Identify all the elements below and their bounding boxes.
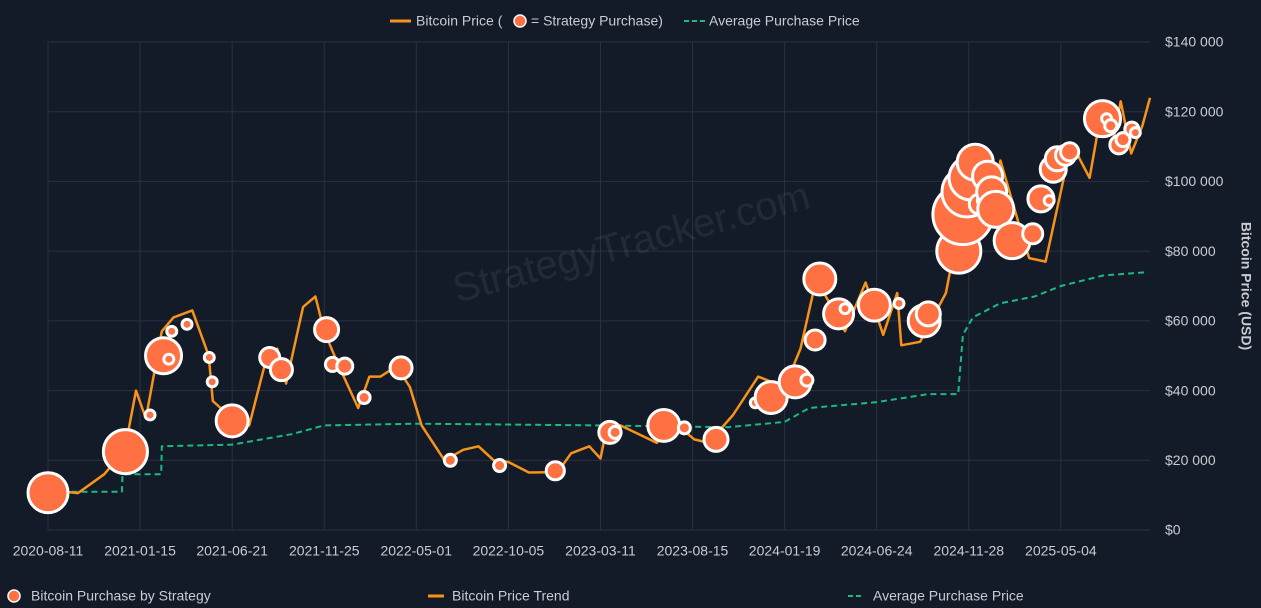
purchase-bubble bbox=[162, 352, 176, 366]
purchase-bubble bbox=[753, 380, 789, 416]
purchase-bubble bbox=[856, 287, 892, 323]
purchase-bubble bbox=[976, 189, 1016, 229]
legend-text: Average Purchase Price bbox=[873, 588, 1024, 604]
watermark: StrategyTracker.com bbox=[448, 174, 814, 312]
purchase-bubble bbox=[492, 458, 508, 474]
x-tick-label: 2024-11-28 bbox=[933, 543, 1004, 559]
y-tick-label: $100 000 bbox=[1165, 173, 1224, 189]
legend-bubble-icon bbox=[7, 589, 21, 603]
purchase-bubble bbox=[607, 424, 623, 440]
purchase-bubble bbox=[26, 471, 70, 515]
x-tick-label: 2023-08-15 bbox=[657, 543, 729, 559]
y-axis-title: Bitcoin Price (USD) bbox=[1238, 222, 1254, 350]
purchase-bubble bbox=[1021, 222, 1045, 246]
series-line bbox=[71, 271, 1149, 493]
legend-text: = Strategy Purchase) bbox=[531, 13, 663, 29]
x-tick-label: 2021-11-25 bbox=[289, 543, 360, 559]
purchase-bubble bbox=[676, 420, 692, 436]
purchase-bubble bbox=[442, 452, 458, 468]
purchase-bubble bbox=[202, 351, 216, 364]
purchase-bubble bbox=[1059, 141, 1081, 163]
y-tick-label: $140 000 bbox=[1165, 34, 1224, 50]
y-tick-label: $40 000 bbox=[1165, 382, 1216, 398]
purchase-bubble bbox=[356, 390, 372, 406]
purchase-bubble bbox=[335, 356, 355, 376]
x-tick-label: 2024-01-19 bbox=[749, 543, 821, 559]
purchase-bubble bbox=[544, 460, 566, 482]
y-tick-label: $120 000 bbox=[1165, 103, 1224, 119]
x-tick-label: 2021-01-15 bbox=[104, 543, 176, 559]
x-tick-label: 2023-03-11 bbox=[565, 543, 636, 559]
y-tick-label: $20 000 bbox=[1165, 452, 1216, 468]
legend-text: Bitcoin Price Trend bbox=[452, 588, 570, 604]
grid bbox=[47, 41, 1150, 531]
purchase-bubble bbox=[180, 317, 194, 331]
purchase-bubble bbox=[702, 425, 730, 453]
purchase-bubble bbox=[165, 324, 179, 338]
purchase-bubble bbox=[803, 328, 827, 352]
purchase-bubble bbox=[268, 357, 294, 383]
purchase-bubble bbox=[646, 407, 682, 443]
purchase-bubble bbox=[214, 403, 250, 439]
purchase-bubble bbox=[892, 296, 906, 310]
purchase-bubble bbox=[822, 297, 856, 331]
y-tick-label: $60 000 bbox=[1165, 313, 1216, 329]
purchase-bubble bbox=[313, 316, 341, 344]
purchase-bubble bbox=[101, 428, 149, 476]
x-tick-label: 2022-10-05 bbox=[473, 543, 545, 559]
legend-text: Average Purchase Price bbox=[709, 13, 860, 29]
x-tick-label: 2022-05-01 bbox=[380, 543, 452, 559]
purchase-bubble bbox=[388, 355, 414, 381]
purchase-bubble bbox=[143, 408, 157, 422]
legend-bubble-icon bbox=[513, 14, 527, 28]
x-tick-label: 2025-05-04 bbox=[1025, 543, 1097, 559]
legend-text: Bitcoin Purchase by Strategy bbox=[31, 588, 211, 604]
purchase-bubble bbox=[838, 302, 852, 316]
y-tick-label: $80 000 bbox=[1165, 243, 1216, 259]
legend-text: Bitcoin Price ( bbox=[416, 13, 503, 29]
purchase-bubble bbox=[1128, 126, 1142, 140]
bottom-legend: Bitcoin Purchase by Strategy Bitcoin Pri… bbox=[7, 588, 1024, 604]
top-legend: Bitcoin Price ( = Strategy Purchase) Ave… bbox=[390, 13, 860, 29]
purchase-bubble bbox=[799, 372, 815, 388]
purchase-bubble bbox=[1114, 131, 1132, 149]
purchase-bubble bbox=[1103, 118, 1119, 134]
x-tick-label: 2020-08-11 bbox=[13, 543, 84, 559]
purchase-bubble bbox=[1042, 194, 1056, 208]
x-tick-label: 2024-06-24 bbox=[841, 543, 913, 559]
purchase-bubble bbox=[802, 261, 838, 297]
x-tick-label: 2021-06-21 bbox=[196, 543, 268, 559]
purchase-bubble bbox=[914, 300, 942, 328]
y-tick-label: $0 bbox=[1165, 522, 1181, 538]
purchase-bubble bbox=[205, 375, 219, 389]
